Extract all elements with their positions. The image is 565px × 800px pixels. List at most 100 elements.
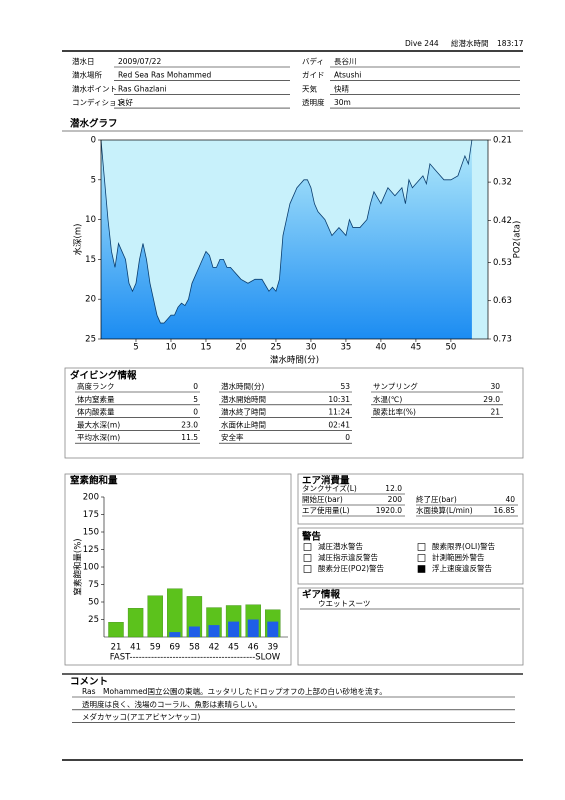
dive-info-label: 水面休止時間 (221, 419, 266, 429)
y-tick-label: 100 (83, 563, 99, 573)
bar-inner (267, 621, 279, 637)
bar-inner (169, 632, 181, 637)
info-value: 長谷川 (334, 57, 357, 66)
y-tick-label: 5 (91, 175, 96, 185)
nitrogen-box (64, 473, 292, 666)
dive-info-value: 30 (490, 382, 500, 391)
dive-info-value: 0 (193, 382, 198, 391)
y2-tick-label: 0.42 (493, 216, 512, 226)
warning-label: 酸素限界(OLI)警告 (432, 541, 496, 551)
dive-info-title: ダイビング情報 (70, 370, 137, 382)
x-tick-label: 41 (130, 643, 141, 653)
air-label: タンクサイズ(L) (302, 483, 357, 493)
info-label: 潜水場所 (72, 70, 102, 80)
dive-number: Dive 244 (405, 39, 439, 48)
x-tick-label: 42 (209, 643, 220, 653)
dive-info-label: 体内窒素量 (77, 394, 115, 404)
plot-frame (100, 139, 489, 340)
x-tick-label: 45 (228, 643, 239, 653)
info-label: 潜水ポイント (72, 83, 117, 93)
dive-info-value: 53 (340, 382, 350, 391)
air-value: 16.85 (494, 506, 516, 515)
y-tick-label: 200 (83, 493, 99, 503)
bar-inner (208, 625, 220, 637)
checkbox (303, 554, 312, 562)
y2-tick-label: 0.32 (493, 178, 512, 188)
x-tick-label: 15 (201, 343, 212, 353)
x-tick-label: 25 (271, 343, 282, 353)
dive-info-value: 0 (193, 408, 198, 417)
warning-label: 酸素分圧(PO2)警告 (318, 563, 385, 573)
dive-info-box (64, 367, 524, 459)
warning-label: 浮上速度違反警告 (432, 563, 492, 573)
dive-info-label: 高度ランク (77, 381, 115, 391)
checkbox (303, 543, 312, 551)
comment-line: Ras Mohammed国立公園の東端。ユッタリしたドロップオフの上部の白い砂地… (82, 686, 387, 696)
info-value: 快晴 (334, 83, 349, 93)
total-time: 183:17 (497, 39, 524, 48)
checkbox (417, 565, 426, 573)
dive-info-value: 5 (193, 395, 198, 404)
comment-line: メダカヤッコ(アエアビヤンヤッコ) (82, 712, 200, 722)
info-label: バディ (302, 56, 324, 66)
air-label: 水面換算(L/min) (416, 505, 473, 515)
depth-line (100, 139, 473, 324)
dive-info-value: 23.0 (181, 420, 198, 429)
x-tick-label: 50 (445, 343, 456, 353)
air-label: 開始圧(bar) (302, 494, 343, 504)
info-label: コンディション (72, 97, 124, 107)
y2-tick-label: 0.63 (493, 296, 512, 306)
bar-inner (228, 621, 240, 637)
x-tick-label: 40 (376, 343, 387, 353)
dive-info-label: 水温(℃) (373, 394, 402, 404)
graph-title: 潜水グラフ (70, 118, 118, 130)
dive-info-value: 21 (490, 408, 500, 417)
warning-title: 警告 (302, 531, 322, 543)
depth-area (101, 140, 472, 339)
y2-axis-title: PO2(ata) (513, 221, 523, 259)
air-label: 終了圧(bar) (416, 494, 457, 504)
air-label: エア使用量(L) (302, 505, 350, 515)
info-label: 透明度 (302, 97, 325, 107)
dive-info-label: 潜水時間(分) (221, 381, 264, 391)
gear-item: ウエットスーツ (318, 599, 370, 608)
y-axis-title: 窒素飽和量(%) (73, 538, 84, 595)
y-tick-label: 50 (88, 598, 99, 608)
y2-tick-label: 0.53 (493, 258, 512, 268)
bar-inner (247, 619, 259, 637)
y-tick-label: 25 (88, 615, 99, 625)
warning-label: 減圧指示違反警告 (318, 552, 378, 562)
info-value: Atsushi (334, 71, 361, 80)
x-tick-label: 5 (133, 343, 138, 353)
x-axis-title: 潜水時間(分) (270, 355, 319, 366)
bar-inner (188, 626, 200, 637)
nitrogen-title: 窒素飽和量 (70, 475, 118, 487)
info-value: Ras Ghazlani (118, 84, 167, 93)
y-axis-title: 水深(m) (73, 224, 84, 256)
air-value: 1920.0 (376, 506, 402, 515)
info-label: ガイド (302, 70, 325, 80)
info-label: 天気 (302, 83, 317, 93)
y-tick-label: 25 (85, 335, 96, 345)
air-box (297, 473, 524, 525)
warning-label: 計測範囲外警告 (432, 552, 485, 562)
x-tick-label: 20 (236, 343, 247, 353)
bar (167, 588, 183, 638)
y-tick-label: 0 (91, 136, 96, 146)
checkbox (303, 565, 312, 573)
gear-box (297, 587, 524, 666)
info-value: 良好 (118, 97, 133, 107)
x-tick-label: 35 (341, 343, 352, 353)
x-tick-label: 58 (189, 643, 200, 653)
dive-info-value: 29.0 (483, 395, 500, 404)
bar (127, 608, 144, 638)
comment-line: 透明度は良く、浅場のコーラル、魚影は素晴らしい。 (82, 699, 262, 709)
y-tick-label: 10 (85, 215, 96, 225)
total-time-label: 総潜水時間 (451, 38, 489, 48)
y-tick-label: 175 (83, 510, 99, 520)
dive-info-label: 潜水終了時間 (221, 407, 266, 417)
dive-info-label: 酸素比率(%) (373, 407, 416, 417)
x-tick-label: 69 (169, 643, 180, 653)
